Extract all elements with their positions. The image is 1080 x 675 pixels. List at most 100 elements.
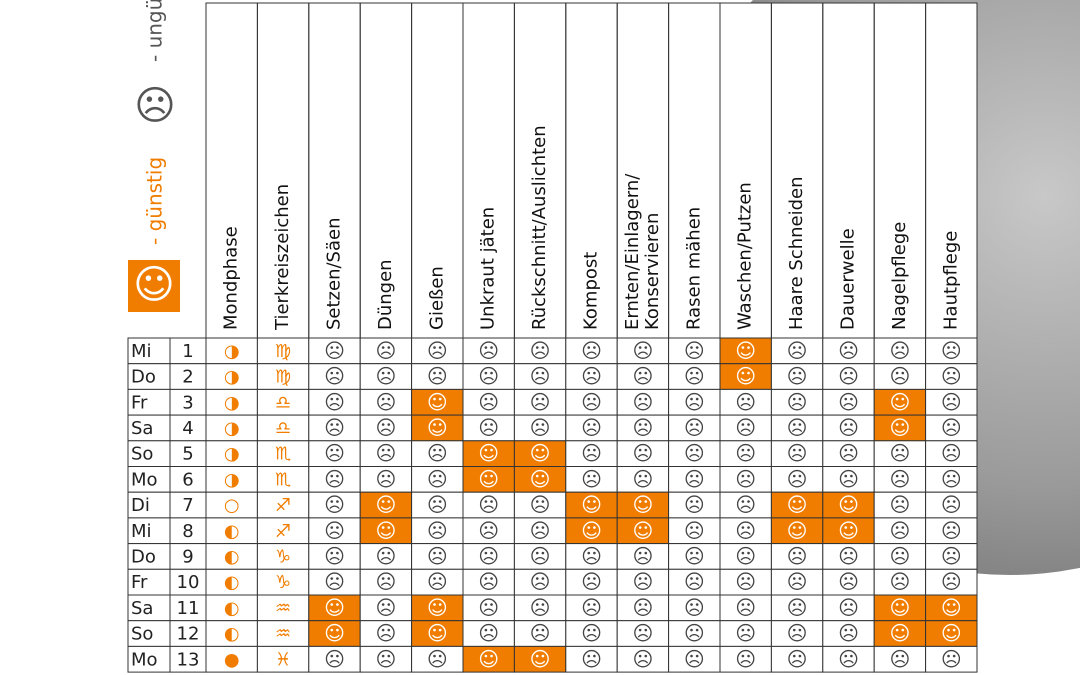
good-icon: ☺ (133, 262, 175, 308)
cell (411, 414, 464, 442)
day-number: 12 (177, 624, 200, 645)
rating: ☹ (530, 415, 551, 439)
cell (256, 466, 310, 493)
cell (822, 517, 875, 545)
weekday: So (131, 624, 153, 645)
cell (616, 645, 670, 673)
zodiac: ♑ (275, 572, 291, 593)
weekday: Sa (131, 418, 153, 439)
cell (770, 414, 824, 442)
zodiac: ♒ (275, 598, 291, 619)
cell (616, 337, 670, 365)
rating: ☹ (478, 338, 499, 362)
rating: ☹ (632, 467, 653, 491)
rating: ☹ (889, 441, 910, 465)
rating: ☹ (530, 621, 551, 645)
cell (616, 440, 670, 467)
cell (925, 440, 978, 467)
rating: ☹ (735, 544, 756, 568)
cell (256, 645, 310, 673)
cell (873, 568, 927, 596)
cell (719, 440, 772, 467)
rating: ☹ (838, 544, 859, 568)
rating: ☹ (941, 338, 962, 362)
day-cell (127, 414, 171, 442)
rating: ☹ (838, 595, 859, 619)
cell (513, 337, 567, 365)
num-cell (169, 363, 207, 390)
weekday: Mo (131, 649, 158, 670)
num-cell (169, 620, 207, 647)
rating: ☹ (375, 390, 396, 414)
cell (925, 620, 978, 647)
cell (359, 568, 413, 596)
rating: ☹ (735, 441, 756, 465)
rating: ☹ (581, 364, 602, 388)
cell (308, 620, 361, 647)
cell (462, 543, 515, 570)
cell (256, 543, 310, 570)
rating: ☹ (324, 518, 345, 542)
rating: ☺ (838, 493, 859, 517)
column-header: Mondphase (221, 226, 242, 330)
rating: ☹ (787, 595, 808, 619)
rating: ☹ (735, 518, 756, 542)
weekday: Di (131, 495, 150, 516)
moon-phase: ○ (224, 495, 240, 516)
rating: ☹ (684, 595, 705, 619)
rating: ☹ (375, 415, 396, 439)
cell (873, 517, 927, 545)
rating: ☹ (324, 415, 345, 439)
cell (411, 645, 464, 673)
rating: ☺ (632, 518, 653, 542)
cell (308, 337, 361, 365)
rating: ☹ (375, 647, 396, 671)
cell (308, 568, 361, 596)
column-header: Ernten/Einlagern/Konservieren (622, 173, 663, 330)
rating: ☹ (684, 441, 705, 465)
rating: ☹ (889, 493, 910, 517)
rating: ☹ (787, 467, 808, 491)
rating: ☺ (478, 467, 499, 491)
cell (822, 620, 875, 647)
rating: ☹ (889, 467, 910, 491)
rating: ☹ (478, 364, 499, 388)
rating: ☹ (941, 570, 962, 594)
rating: ☹ (941, 364, 962, 388)
weekday: Fr (131, 392, 148, 413)
rating: ☹ (375, 338, 396, 362)
rating: ☹ (735, 621, 756, 645)
cell (308, 645, 361, 673)
rating: ☹ (581, 467, 602, 491)
cell (668, 440, 721, 467)
bad-icon: ☹ (134, 83, 176, 129)
rating: ☹ (427, 441, 448, 465)
cell (668, 491, 721, 519)
moon-phase: ◑ (224, 341, 240, 362)
cell (719, 337, 772, 365)
good-icon-box (128, 260, 180, 312)
rating: ☹ (324, 544, 345, 568)
rating: ☺ (324, 595, 345, 619)
weekday: Sa (131, 598, 153, 619)
rating: ☺ (427, 621, 448, 645)
cell (719, 388, 772, 416)
rating: ☹ (838, 647, 859, 671)
rating: ☹ (632, 390, 653, 414)
rating: ☺ (530, 467, 551, 491)
cell (462, 337, 515, 365)
rating: ☹ (478, 570, 499, 594)
column-header: Nagelpflege (889, 222, 910, 330)
rating: ☹ (581, 570, 602, 594)
column-header: Dauerwelle (838, 228, 859, 330)
rating: ☹ (324, 647, 345, 671)
day-cell (127, 543, 171, 570)
cell (770, 337, 824, 365)
cell (462, 388, 515, 416)
cell (411, 620, 464, 647)
zodiac: ♏ (275, 469, 291, 490)
day-number: 1 (182, 341, 193, 362)
rating: ☹ (324, 467, 345, 491)
rating: ☹ (581, 544, 602, 568)
day-number: 7 (182, 495, 193, 516)
